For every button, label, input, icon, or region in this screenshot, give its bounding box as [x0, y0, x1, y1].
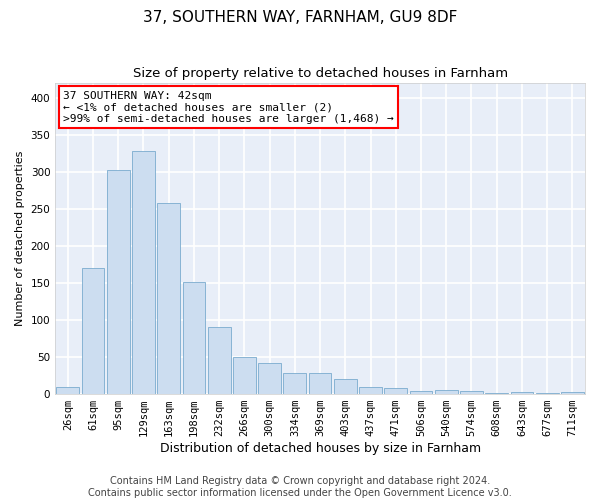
X-axis label: Distribution of detached houses by size in Farnham: Distribution of detached houses by size …: [160, 442, 481, 455]
Y-axis label: Number of detached properties: Number of detached properties: [15, 151, 25, 326]
Bar: [460, 391, 483, 394]
Bar: [561, 392, 584, 394]
Text: 37 SOUTHERN WAY: 42sqm
← <1% of detached houses are smaller (2)
>99% of semi-det: 37 SOUTHERN WAY: 42sqm ← <1% of detached…: [63, 91, 394, 124]
Bar: [157, 203, 180, 394]
Bar: [359, 386, 382, 394]
Bar: [410, 391, 433, 394]
Bar: [435, 390, 458, 394]
Bar: [182, 282, 205, 394]
Bar: [283, 372, 306, 394]
Bar: [309, 372, 331, 394]
Text: Contains HM Land Registry data © Crown copyright and database right 2024.
Contai: Contains HM Land Registry data © Crown c…: [88, 476, 512, 498]
Bar: [233, 357, 256, 394]
Bar: [208, 328, 230, 394]
Text: 37, SOUTHERN WAY, FARNHAM, GU9 8DF: 37, SOUTHERN WAY, FARNHAM, GU9 8DF: [143, 10, 457, 25]
Bar: [511, 392, 533, 394]
Bar: [334, 380, 356, 394]
Bar: [385, 388, 407, 394]
Bar: [82, 268, 104, 394]
Bar: [132, 151, 155, 394]
Title: Size of property relative to detached houses in Farnham: Size of property relative to detached ho…: [133, 68, 508, 80]
Bar: [107, 170, 130, 394]
Bar: [56, 386, 79, 394]
Bar: [258, 363, 281, 394]
